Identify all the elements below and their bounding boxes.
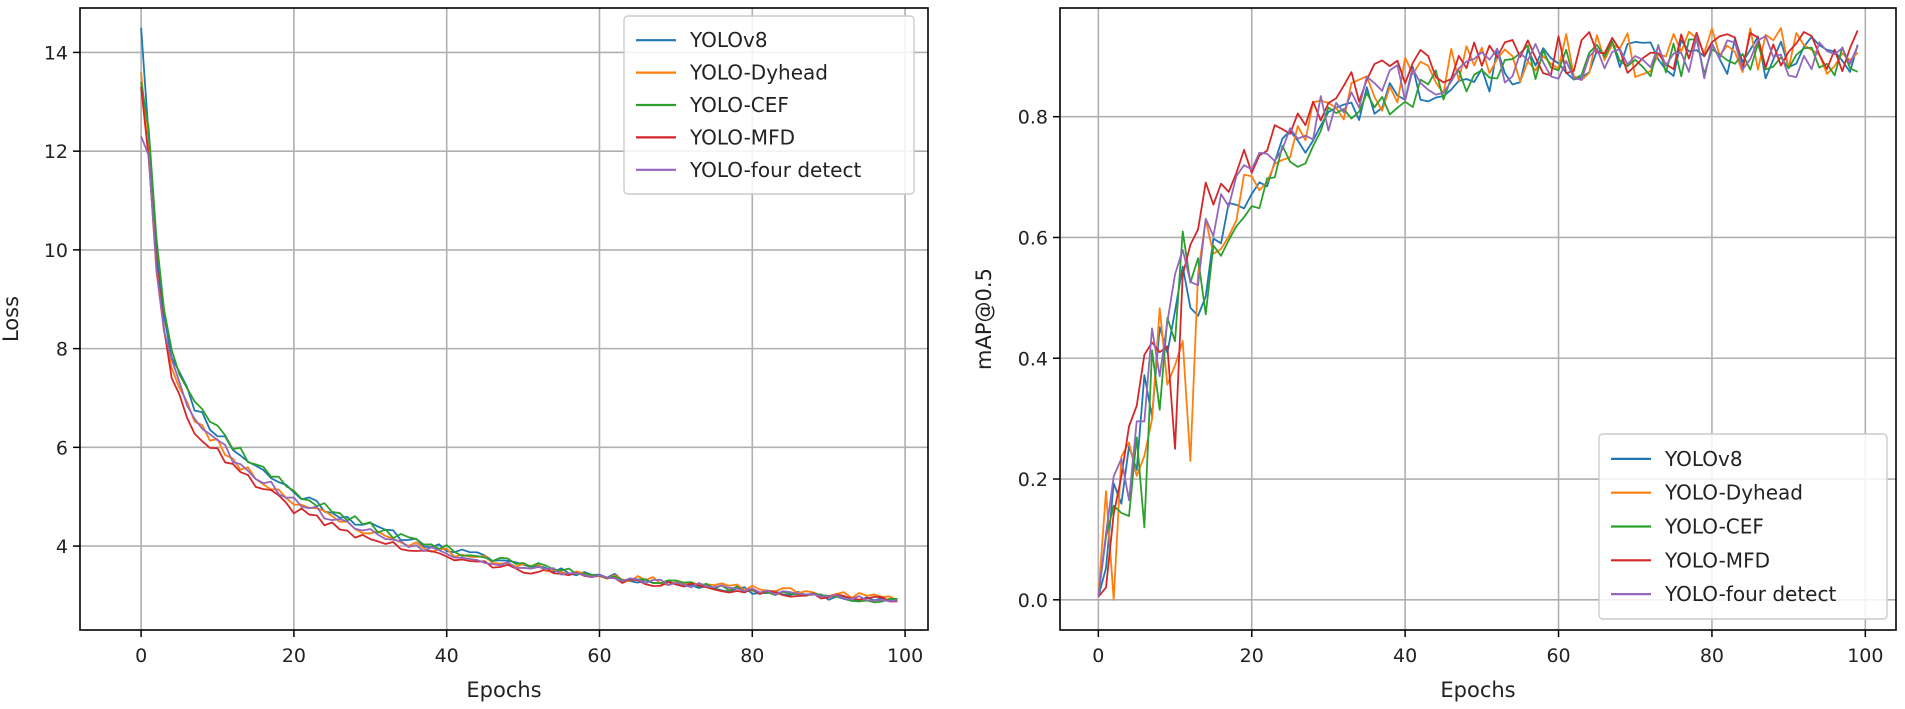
chart-loss: 0 20 40 60 80 100468101214EpochsLossYOLOv8YOL… [0,7,929,702]
legend: YOLOv8 YOLO-Dyhead YOLO-CEF YOLO-MFD YOLO-fo… [623,15,915,195]
series-line-yolo-four-detect [1097,35,1859,597]
y-axis-label: Loss [0,296,23,342]
x-tick-label: 40 [1393,645,1417,667]
series-line-yolo-mfd [1097,30,1859,598]
legend-label-yolov8: YOLOv8 [689,28,768,52]
chart-map: 0 20 40 60 80 100 0.0 0.2 0.4 0.6 0.8 Epochs mAP@0.5… [972,7,1897,702]
legend-label-yolo-mfd: YOLO-MFD [1664,548,1770,572]
y-tick-label: 0.4 [1018,348,1048,370]
series-group [1097,27,1859,601]
x-tick-label: 100 [887,645,923,667]
y-tick-label: 0.8 [1018,107,1048,129]
y-tick-label: 4 [56,536,68,558]
legend-label-yolo-four-detect: YOLO-four detect [1664,582,1836,606]
x-tick-label: 0 [1092,645,1104,667]
y-tick-label: 10 [44,240,68,262]
legend-label-yolo-mfd: YOLO-MFD [689,125,795,149]
legend-box [623,15,915,195]
series-group [140,27,898,604]
legend-label-yolo-four-detect: YOLO-four detect [689,158,861,182]
y-tick-label: 0.6 [1018,227,1048,249]
y-tick-label: 6 [56,437,68,459]
y-tick-label: 14 [44,42,68,64]
y-axis-label: mAP@0.5 [972,268,996,370]
series-line-yolo-four-detect [140,136,898,603]
x-tick-label: 80 [740,645,764,667]
y-tick-label: 8 [56,339,68,361]
legend-label-yolo-dyhead: YOLO-Dyhead [689,61,828,85]
y-tick-label: 0.0 [1018,590,1048,612]
y-tick-label: 0.2 [1018,469,1048,491]
x-tick-label: 20 [1240,645,1264,667]
series-line-yolov8 [1097,35,1859,598]
series-line-yolo-mfd [140,86,898,603]
x-tick-label: 60 [1546,645,1570,667]
legend-box [1598,433,1888,620]
plot-frame [79,7,929,631]
x-tick-label: 0 [135,645,147,667]
legend-label-yolo-cef: YOLO-CEF [689,93,789,117]
series-line-yolo-cef [140,81,898,604]
series-line-yolo-cef [1097,38,1859,597]
x-axis-label: Epochs [1440,678,1515,702]
legend: YOLOv8 YOLO-Dyhead YOLO-CEF YOLO-MFD YOLO-fo… [1598,433,1888,620]
legend-label-yolo-dyhead: YOLO-Dyhead [1664,481,1803,505]
x-axis-label: Epochs [466,678,541,702]
legend-label-yolov8: YOLOv8 [1664,447,1743,471]
legend-label-yolo-cef: YOLO-CEF [1664,515,1764,539]
x-tick-label: 80 [1700,645,1724,667]
x-tick-label: 40 [435,645,459,667]
plot-frame [1059,7,1897,631]
x-tick-label: 20 [282,645,306,667]
x-tick-label: 100 [1847,645,1883,667]
x-tick-label: 60 [587,645,611,667]
y-tick-label: 12 [44,141,68,163]
